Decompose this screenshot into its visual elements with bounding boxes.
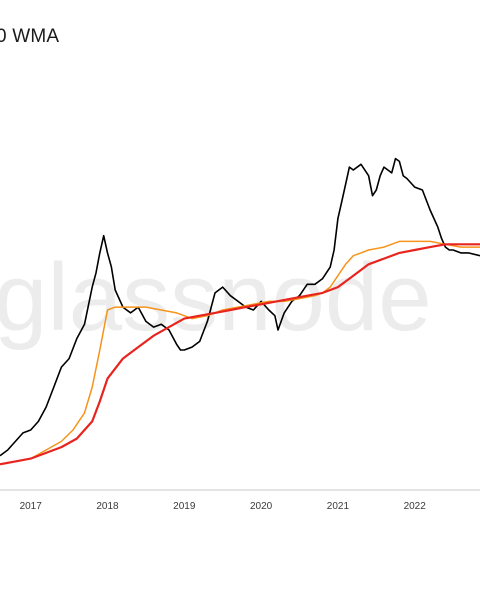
x-tick-label: 2021: [327, 501, 350, 512]
watermark-text: glassnode: [0, 244, 432, 351]
series-layer: [0, 157, 480, 466]
x-tick-label: 2018: [96, 501, 119, 512]
ma-orange-line: [0, 240, 480, 466]
x-tick-label: 2020: [250, 501, 273, 512]
x-tick-label: 2017: [20, 501, 43, 512]
x-tick-label: 2022: [404, 501, 427, 512]
x-tick-label: 2019: [173, 501, 196, 512]
price-line: [0, 157, 480, 457]
chart-title: 0 WMA: [0, 26, 60, 47]
x-tick-layer: 2017 2018 2019 2020 2021 2022: [20, 501, 427, 512]
ma-red-line: [0, 243, 480, 466]
